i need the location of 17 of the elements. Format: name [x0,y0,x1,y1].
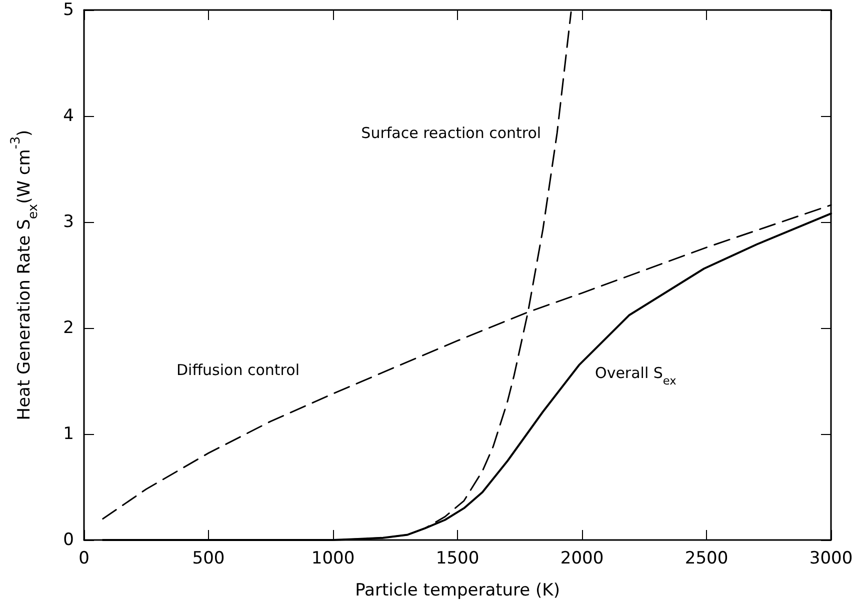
x-tick-label: 3000 [809,548,853,568]
x-tick-label: 0 [78,548,90,568]
x-axis-title: Particle temperature (K) [355,580,560,600]
y-tick-label: 0 [63,530,74,550]
x-tick-label: 2500 [684,548,728,568]
x-tick-label: 1500 [436,548,480,568]
y-tick-label: 1 [63,424,74,444]
y-tick-label: 5 [63,0,74,20]
y-axis-title: Heat Generation Rate Sex(W cm-3) [8,130,41,420]
x-tick-label: 2000 [560,548,604,568]
y-tick-label: 4 [63,106,74,126]
series-label: Surface reaction control [361,124,542,142]
x-tick-label: 500 [192,548,225,568]
series-label: Diffusion control [176,361,300,380]
x-tick-label: 1000 [311,548,355,568]
y-tick-label: 2 [63,318,74,338]
y-tick-label: 3 [63,212,74,232]
